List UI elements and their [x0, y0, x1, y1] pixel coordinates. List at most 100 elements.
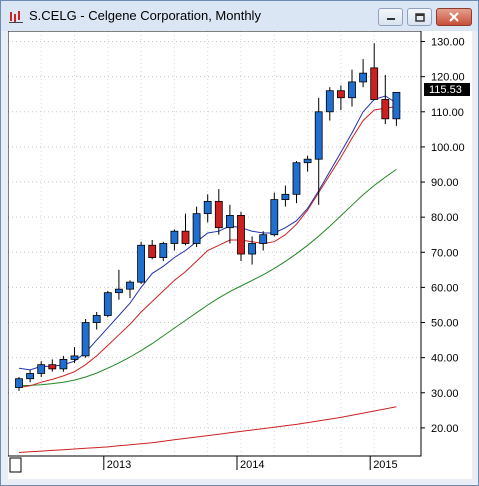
- candle: [336, 85, 345, 111]
- candle-body: [214, 200, 223, 229]
- candle: [26, 369, 35, 383]
- candle: [248, 236, 257, 265]
- y-tick-label: 100.00: [431, 142, 465, 154]
- candle: [392, 91, 401, 126]
- x-tick-label: 2014: [240, 459, 264, 471]
- candle: [170, 229, 179, 251]
- ma-long-line: [18, 406, 397, 453]
- candle-body: [37, 364, 46, 374]
- candle: [381, 74, 390, 125]
- candle-body: [381, 99, 390, 120]
- y-tick-label: 40.00: [431, 353, 459, 365]
- candle: [81, 319, 90, 358]
- candle-body: [248, 243, 257, 255]
- candle-body: [392, 91, 401, 120]
- candle: [126, 280, 134, 298]
- y-tick-label: 110.00: [431, 107, 464, 119]
- candle-body: [148, 244, 157, 258]
- x-tick-label: 2013: [107, 459, 131, 471]
- y-tick-label: 30.00: [431, 388, 459, 400]
- title-bar[interactable]: S.CELG - Celgene Corporation, Monthly: [1, 1, 478, 31]
- candle-body: [225, 215, 234, 229]
- candle-body: [103, 292, 112, 316]
- minimize-button[interactable]: [378, 8, 403, 26]
- candle-body: [348, 81, 356, 99]
- y-tick-label: 50.00: [431, 318, 459, 330]
- candle-body: [81, 322, 90, 357]
- candle: [115, 269, 123, 300]
- candle-body: [270, 199, 279, 236]
- candle-body: [26, 373, 35, 380]
- candle-body: [92, 315, 101, 323]
- candle: [303, 155, 312, 172]
- minimize-icon: [386, 18, 395, 20]
- candle: [214, 189, 223, 235]
- candle: [92, 311, 101, 330]
- candle: [103, 290, 112, 318]
- candle-body: [325, 90, 334, 113]
- x-tick-label: 2015: [373, 459, 397, 471]
- candle-body: [115, 288, 123, 294]
- candle-body: [70, 355, 79, 360]
- candle-body: [15, 378, 23, 388]
- candle: [48, 359, 57, 372]
- candle: [259, 231, 268, 251]
- close-button[interactable]: [436, 8, 472, 26]
- candle-body: [192, 213, 201, 244]
- candle: [159, 241, 168, 262]
- candle: [348, 69, 356, 107]
- candle-body: [170, 230, 179, 244]
- last-price-marker: 115.53: [424, 83, 470, 96]
- maximize-button[interactable]: [407, 8, 432, 26]
- candle-body: [126, 281, 134, 290]
- candle: [70, 347, 79, 363]
- candle: [237, 211, 245, 262]
- candle-body: [203, 200, 212, 215]
- candle-body: [159, 243, 168, 258]
- candle: [137, 241, 146, 284]
- candle-body: [237, 215, 245, 255]
- candle: [192, 206, 201, 248]
- y-tick-label: 70.00: [431, 247, 459, 259]
- candle: [370, 43, 379, 100]
- y-tick-label: 120.00: [431, 72, 465, 84]
- candle: [292, 160, 301, 204]
- candle: [203, 194, 212, 223]
- candle-body: [336, 90, 345, 99]
- candle-body: [292, 162, 301, 195]
- time-axis: 2013 2014 2015: [103, 456, 398, 471]
- ma-mid-line: [18, 106, 397, 388]
- candle: [181, 213, 190, 246]
- y-tick-label: 130.00: [431, 37, 465, 49]
- candle: [359, 59, 368, 88]
- ma-fast-line: [18, 95, 397, 371]
- y-tick-label: 90.00: [431, 177, 459, 189]
- y-tick-label: 80.00: [431, 212, 459, 224]
- maximize-icon: [414, 12, 425, 22]
- window-title: S.CELG - Celgene Corporation, Monthly: [29, 8, 261, 23]
- scroll-handle[interactable]: [9, 457, 22, 473]
- candle: [281, 185, 290, 207]
- candle: [15, 376, 23, 392]
- candle: [59, 355, 68, 372]
- y-tick-label: 60.00: [431, 282, 459, 294]
- candle-body: [314, 111, 323, 160]
- candle-body: [181, 230, 190, 244]
- last-price-label: 115.53: [429, 84, 462, 96]
- candle-body: [137, 244, 146, 283]
- price-axis: 20.00 30.00 40.00 50.00 60.00 70.00 80.00 90.00…: [421, 37, 465, 435]
- candle: [270, 192, 279, 237]
- close-icon: [449, 12, 459, 22]
- ma-slow-line: [18, 168, 397, 387]
- grid: [8, 31, 421, 456]
- chart-icon: [9, 11, 23, 23]
- candles: [15, 43, 401, 392]
- last-price-box: [424, 83, 470, 96]
- candle: [314, 97, 323, 205]
- candle: [325, 87, 334, 121]
- candle: [148, 239, 157, 260]
- candle-body: [370, 67, 379, 100]
- y-tick-label: 20.00: [431, 423, 459, 435]
- price-chart[interactable]: 20.00 30.00 40.00 50.00 60.00 70.00 80.00 90.00…: [7, 30, 472, 479]
